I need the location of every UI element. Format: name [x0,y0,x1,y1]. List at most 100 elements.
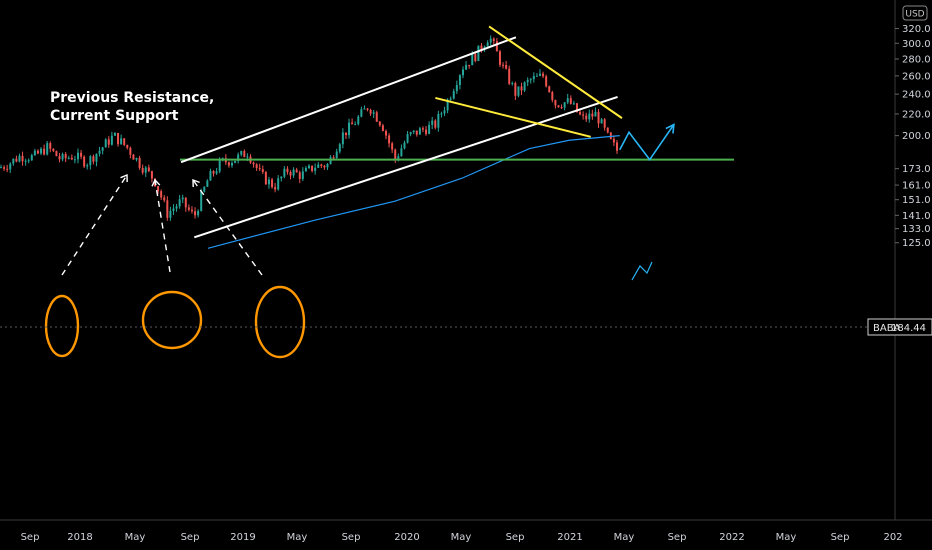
wedge-lower-trendline[interactable] [435,96,591,138]
candle-body [86,165,89,167]
x-tick-label: 2019 [230,532,255,543]
highlight-circle[interactable] [44,294,80,358]
x-tick-label: May [614,532,635,543]
candle-body [603,119,606,128]
candle-body [110,135,113,145]
candle-body [289,172,292,176]
candle-body [326,164,329,168]
candle-body [594,111,597,117]
candle-body [141,167,144,173]
candle-body [341,132,344,145]
candle-body [440,113,443,115]
candle-body [388,135,391,144]
y-tick-label: 320.0 [902,24,931,35]
candle-body [64,154,67,159]
dashed-arrow[interactable] [61,174,128,276]
candle-body [385,130,387,136]
candle-body [369,109,372,114]
candle-body [132,154,135,160]
candle-body [329,157,332,165]
candle-body [569,98,572,104]
candle-body [557,105,560,108]
wedge-upper-trendline[interactable] [488,25,623,119]
x-tick-label: Sep [831,532,850,543]
candle-body [535,75,538,77]
candle-body [495,41,498,52]
x-tick-label: Sep [342,532,361,543]
candle-body [363,108,366,110]
candle-body [563,102,566,108]
candle-body [480,45,483,50]
projection-path[interactable] [619,124,675,162]
candle-body [517,86,520,96]
candle-body [314,167,317,171]
candle-body [391,143,394,150]
candle-body [542,73,545,77]
candle-body [70,157,73,160]
dashed-arrow[interactable] [154,179,171,273]
candle-body [200,191,203,211]
channel-lower-trendline[interactable] [193,96,618,239]
drawing-tools-layer [44,25,734,359]
candle-body [104,139,107,148]
y-tick-label: 133.0 [902,224,931,235]
candle-body [194,211,197,216]
candle-body [58,156,61,160]
candle-body [409,132,412,135]
candle-body [120,138,123,145]
candle-body [258,168,261,170]
candle-body [579,112,582,115]
candle-body [61,154,64,160]
y-tick-label: 141.0 [902,211,931,222]
candle-body [323,165,326,168]
candle-body [446,99,449,111]
candle-body [348,122,351,136]
candle-body [612,138,615,143]
currency-badge[interactable]: USD [902,5,928,21]
candle-body [147,167,150,172]
candle-body [243,151,246,158]
x-tick-label: May [451,532,472,543]
y-tick-label: 125.0 [902,238,931,249]
dashed-arrow[interactable] [192,179,263,276]
highlight-circle[interactable] [141,290,203,350]
symbol-price-tag: BABA 184.44 [867,318,932,336]
last-price-label: 184.44 [891,323,926,334]
candle-body [227,162,230,166]
candle-body [597,111,600,124]
candle-body [508,68,511,84]
candlesticks [0,35,618,221]
candle-body [425,129,428,134]
candle-body [3,167,6,169]
candle-body [298,172,301,179]
candle-body [274,187,277,190]
candle-body [286,168,289,173]
candle-body [252,162,255,165]
candle-body [514,83,517,96]
time-axis-panel[interactable] [0,520,932,550]
candle-body [437,113,440,128]
annotation-line-1: Previous Resistance, [50,90,214,106]
candle-body [311,165,314,171]
candle-body [572,103,575,105]
y-tick-label: 173.0 [902,164,931,175]
x-tick-label: Sep [668,532,687,543]
candle-body [15,158,18,162]
channel-upper-trendline[interactable] [180,36,517,164]
highlight-circle[interactable] [254,285,306,359]
candle-body [548,86,551,93]
currency-label: USD [905,10,924,20]
currency-badge-frame [902,5,928,21]
symbol-label: BABA [873,323,901,334]
candle-body [83,156,86,167]
candle-body [465,64,468,70]
candle-body [6,168,9,170]
y-tick-label: 280.0 [902,54,931,65]
candle-body [591,113,594,117]
candle-body [554,100,557,106]
x-tick-label: May [776,532,797,543]
price-axis-panel[interactable] [895,0,932,520]
x-tick-label: May [287,532,308,543]
